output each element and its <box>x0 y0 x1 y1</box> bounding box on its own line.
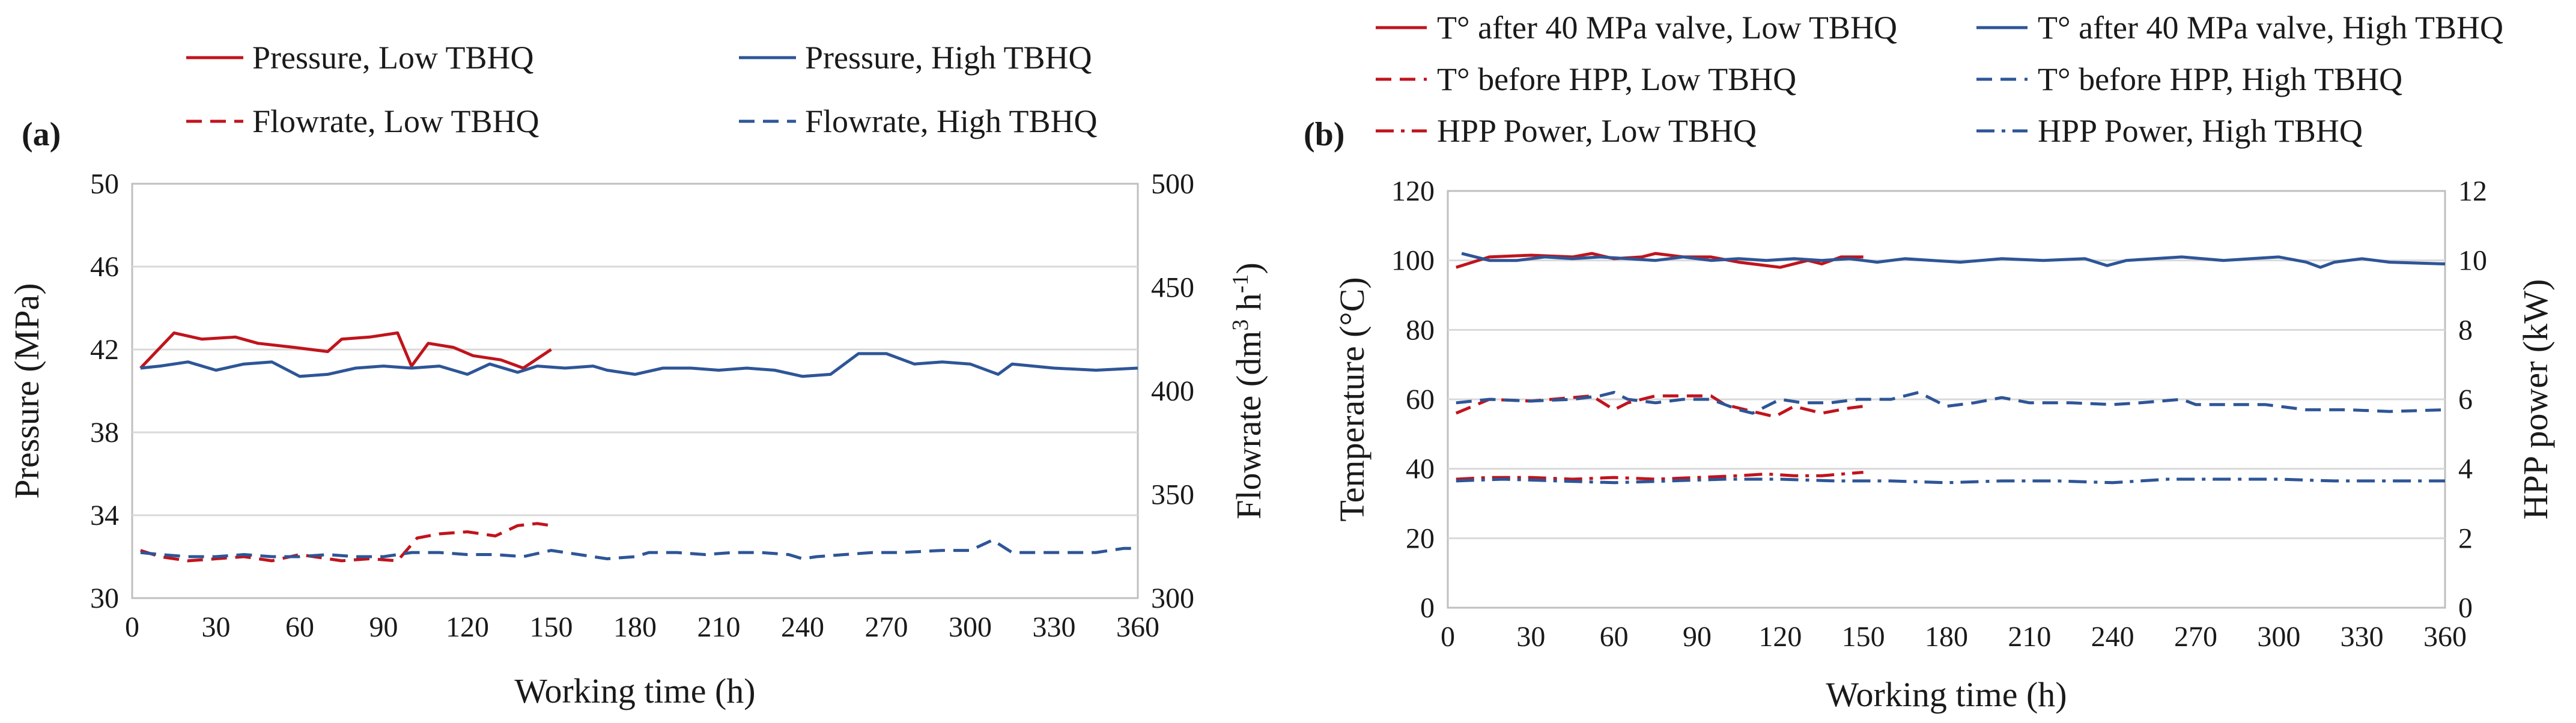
y-right-label-sup-2: -1 <box>1228 274 1253 294</box>
x-tick-label: 240 <box>781 611 824 643</box>
y-tick-right-label: 8 <box>2458 314 2473 346</box>
panel-a-gridlines <box>132 265 1138 516</box>
panel-b-series <box>1455 252 2446 485</box>
series-line-1 <box>139 331 552 370</box>
panel-a: (a) Pressure, Low TBHQ Pressure, High TB… <box>7 40 1268 710</box>
panel-b-legend: T° after 40 MPa valve, Low TBHQ T° after… <box>1376 10 2503 149</box>
x-tick-label: 0 <box>1441 621 1455 653</box>
y-tick-left-label: 30 <box>90 582 119 614</box>
x-tick-label: 270 <box>2174 621 2217 653</box>
y-tick-right-label: 450 <box>1151 272 1194 304</box>
y-tick-right-label: 12 <box>2458 175 2487 207</box>
x-tick-label: 0 <box>125 611 139 643</box>
x-tick-label: 330 <box>2341 621 2384 653</box>
panel-a-label: (a) <box>22 116 61 153</box>
panel-b: (b) T° after 40 MPa valve, Low TBHQ T° a… <box>1304 10 2555 714</box>
series-line-2 <box>140 352 1138 378</box>
y-tick-right-label: 6 <box>2458 384 2473 416</box>
legend-label-b-0: T° after 40 MPa valve, Low TBHQ <box>1437 10 1897 46</box>
x-tick-label: 360 <box>2423 621 2467 653</box>
y-right-label-part-3: ) <box>1229 262 1268 274</box>
y-tick-left-label: 100 <box>1391 245 1435 277</box>
y-tick-left-label: 60 <box>1406 384 1435 416</box>
y-right-label-sup-1: 3 <box>1228 319 1253 331</box>
y-tick-left-label: 42 <box>90 334 119 366</box>
x-tick-label: 60 <box>1600 621 1629 653</box>
panel-a-plot-frame <box>131 183 1139 599</box>
x-tick-label: 90 <box>1683 621 1712 653</box>
y-tick-right-label: 10 <box>2458 245 2487 277</box>
x-tick-label: 90 <box>369 611 398 643</box>
x-tick-label: 30 <box>202 611 231 643</box>
y-tick-left-label: 46 <box>90 251 119 283</box>
panel-a-x-axis-label: Working time (h) <box>514 671 755 710</box>
legend-label-b-1: T° after 40 MPa valve, High TBHQ <box>2038 10 2503 46</box>
y-tick-left-label: 0 <box>1420 592 1435 624</box>
y-tick-left-label: 120 <box>1391 175 1435 207</box>
series-line-3 <box>140 522 551 563</box>
panel-b-x-axis-label: Working time (h) <box>1826 675 2067 714</box>
panel-a-legend: Pressure, Low TBHQ Pressure, High TBHQ F… <box>186 40 1097 139</box>
legend-label-a-0: Pressure, Low TBHQ <box>252 40 533 76</box>
y-tick-left-label: 20 <box>1406 522 1435 554</box>
series-line-2 <box>1461 252 2446 269</box>
y-tick-left-label: 40 <box>1406 453 1435 485</box>
y-tick-left-label: 80 <box>1406 314 1435 346</box>
panel-b-label: (b) <box>1304 116 1344 153</box>
panel-b-y-axis-left-label: Temperature (°C) <box>1332 277 1372 521</box>
y-tick-right-label: 500 <box>1151 168 1194 200</box>
panel-a-y-axis-left-label: Pressure (MPa) <box>7 283 46 498</box>
panel-a-y-axis-right-label: Flowrate (dm3 h-1) <box>1228 262 1268 519</box>
legend-label-b-2: T° before HPP, Low TBHQ <box>1437 61 1796 97</box>
legend-label-b-4: HPP Power, Low TBHQ <box>1437 113 1757 149</box>
legend-label-b-5: HPP Power, High TBHQ <box>2038 113 2363 149</box>
series-line-4 <box>140 538 1138 560</box>
y-tick-left-label: 34 <box>90 500 119 531</box>
series-line-5 <box>1456 471 1864 481</box>
panel-b-y-axis-right-label: HPP power (kW) <box>2516 279 2555 520</box>
x-tick-label: 300 <box>2257 621 2300 653</box>
x-tick-label: 240 <box>2091 621 2134 653</box>
x-tick-label: 150 <box>1842 621 1885 653</box>
x-tick-label: 30 <box>1516 621 1545 653</box>
x-tick-label: 120 <box>446 611 489 643</box>
x-tick-label: 330 <box>1033 611 1076 643</box>
legend-label-a-2: Flowrate, Low TBHQ <box>252 103 539 139</box>
x-tick-label: 300 <box>949 611 992 643</box>
x-tick-label: 120 <box>1758 621 1802 653</box>
y-tick-right-label: 400 <box>1151 375 1194 407</box>
y-tick-right-label: 4 <box>2458 453 2473 485</box>
series-line-6 <box>1456 477 2445 485</box>
legend-label-a-3: Flowrate, High TBHQ <box>805 103 1097 139</box>
y-tick-left-label: 38 <box>90 417 119 449</box>
x-tick-label: 210 <box>2008 621 2051 653</box>
panel-a-series <box>139 331 1138 563</box>
y-tick-right-label: 2 <box>2458 522 2473 554</box>
y-right-label-part-2: h <box>1229 293 1268 319</box>
y-right-label-part-1: Flowrate (dm <box>1229 331 1268 519</box>
x-tick-label: 150 <box>530 611 573 643</box>
legend-label-a-1: Pressure, High TBHQ <box>805 40 1092 76</box>
x-tick-label: 210 <box>697 611 741 643</box>
legend-label-b-3: T° before HPP, High TBHQ <box>2038 61 2402 97</box>
y-tick-left-label: 50 <box>90 168 119 200</box>
x-tick-label: 360 <box>1116 611 1159 643</box>
y-tick-right-label: 300 <box>1151 582 1194 614</box>
x-tick-label: 180 <box>613 611 657 643</box>
x-tick-label: 60 <box>285 611 314 643</box>
x-tick-label: 270 <box>865 611 908 643</box>
series-line-4 <box>1456 390 2446 415</box>
y-tick-right-label: 350 <box>1151 479 1194 511</box>
x-tick-label: 180 <box>1925 621 1968 653</box>
y-tick-right-label: 0 <box>2458 592 2473 624</box>
